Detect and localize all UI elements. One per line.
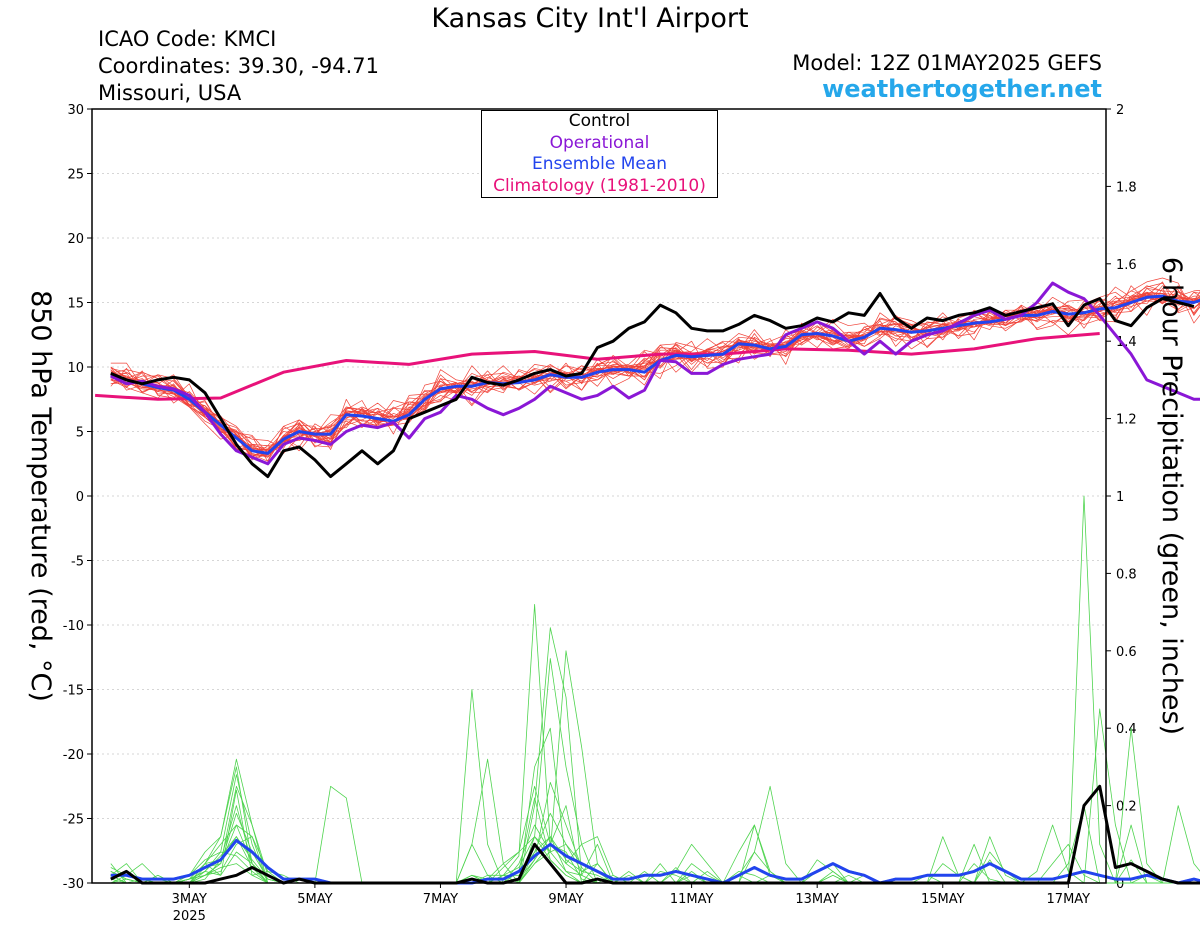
right-tick-label: 0.2 xyxy=(1116,800,1137,815)
precip-control-line xyxy=(110,784,1200,885)
gridlines xyxy=(92,173,1106,819)
left-tick-label: 0 xyxy=(76,490,84,505)
left-tick-label: 30 xyxy=(67,103,84,118)
left-axis-label: 850 hPa Temperature (red, °C) xyxy=(25,290,56,702)
left-tick-label: 10 xyxy=(67,361,84,376)
right-tick-label: 1.6 xyxy=(1116,258,1137,273)
left-tick-label: -25 xyxy=(63,813,84,828)
temp-operational-line xyxy=(110,281,1200,466)
right-tick-label: 0 xyxy=(1116,877,1124,892)
coordinates: Coordinates: 39.30, -94.71 xyxy=(98,54,379,78)
right-tick-label: 1.4 xyxy=(1116,335,1137,350)
x-tick-label: 9MAY xyxy=(548,892,583,907)
legend-ensemble-mean: Ensemble Mean xyxy=(531,154,668,174)
precip-member-line xyxy=(110,650,1200,884)
x-tick-label: 5MAY xyxy=(297,892,332,907)
right-tick-label: 1.2 xyxy=(1116,413,1137,428)
right-tick-label: 1 xyxy=(1116,490,1124,505)
temp-member-line xyxy=(110,277,1200,452)
location: Missouri, USA xyxy=(98,81,242,105)
precip-member-line xyxy=(110,785,1200,884)
x-tick-label: 3MAY xyxy=(172,892,207,907)
right-axis-ticks: 2 1.8 1.6 1.4 1.2 1 0.8 0.6 0.4 0.2 0 xyxy=(1106,103,1137,892)
right-tick-label: 0.8 xyxy=(1116,567,1137,582)
temp-control-line xyxy=(110,292,1195,479)
left-tick-label: 15 xyxy=(67,297,84,312)
precip-member-line xyxy=(110,805,1200,884)
right-axis-label: 6-hour Precipitation (green, inches) xyxy=(1156,257,1187,735)
site-link[interactable]: weathertogether.net xyxy=(822,75,1102,103)
right-tick-label: 0.4 xyxy=(1116,722,1137,737)
precip-member-line xyxy=(110,782,1200,884)
legend-operational: Operational xyxy=(549,132,650,153)
precip-member-line xyxy=(110,658,1200,884)
legend: Control Operational Ensemble Mean Climat… xyxy=(481,110,718,198)
right-tick-label: 0.6 xyxy=(1116,645,1137,660)
x-tick-label: 17MAY xyxy=(1047,892,1091,907)
left-tick-label: -5 xyxy=(71,555,84,570)
precip-member-line xyxy=(110,727,1200,884)
x-tick-label: 7MAY xyxy=(423,892,458,907)
x-tick-label: 11MAY xyxy=(670,892,714,907)
legend-climatology: Climatology (1981-2010) xyxy=(493,175,706,196)
left-tick-label: -10 xyxy=(63,619,84,634)
left-tick-label: -15 xyxy=(63,684,84,699)
precip-member-line xyxy=(110,495,1200,884)
temp-member-line xyxy=(110,287,1200,447)
x-tick-label: 13MAY xyxy=(795,892,839,907)
right-tick-label: 2 xyxy=(1116,103,1124,118)
precip-member-line xyxy=(110,689,1200,884)
precip-member-line xyxy=(110,627,1200,884)
precip-member-line xyxy=(110,797,1200,884)
left-tick-label: 20 xyxy=(67,232,84,247)
precip-member-line xyxy=(110,604,1200,884)
precip-member-line xyxy=(110,774,1200,884)
icao-code: ICAO Code: KMCI xyxy=(98,27,277,51)
precip-member-line xyxy=(110,785,1200,884)
left-tick-label: 25 xyxy=(67,168,84,183)
plot-frame xyxy=(91,108,1107,884)
x-tick-sublabel: 2025 xyxy=(173,909,206,924)
plot-series xyxy=(95,277,1200,885)
temp-member-line xyxy=(110,285,1200,457)
left-tick-label: -30 xyxy=(63,877,84,892)
left-tick-label: -20 xyxy=(63,748,84,763)
right-tick-label: 1.8 xyxy=(1116,180,1137,195)
legend-control: Control xyxy=(568,111,631,131)
chart-title: Kansas City Int'l Airport xyxy=(431,3,749,34)
model-run: Model: 12Z 01MAY2025 GEFS xyxy=(792,51,1102,75)
left-tick-label: 5 xyxy=(76,426,84,441)
x-tick-label: 15MAY xyxy=(921,892,965,907)
x-axis-ticks: 3MAY 2025 5MAY 7MAY 9MAY 11MAY 13MAY 15MAY 17MAY xyxy=(172,883,1091,924)
left-axis-ticks: 30 25 20 15 10 5 0 -5 -10 -15 -20 -25 -30 xyxy=(63,103,92,892)
climatology-line xyxy=(95,332,1100,401)
precip-member-line xyxy=(110,727,1200,884)
